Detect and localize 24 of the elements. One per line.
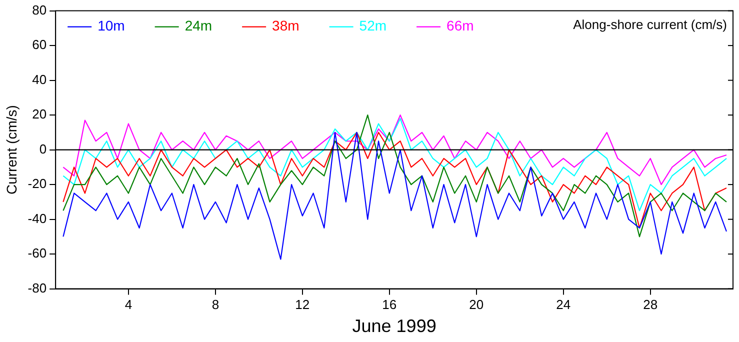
y-tick-label: -40 xyxy=(28,210,47,226)
x-tick-label: 20 xyxy=(469,297,484,312)
x-tick-label: 12 xyxy=(295,297,310,312)
legend-label: 24m xyxy=(184,18,212,34)
legend-label: 38m xyxy=(272,18,300,34)
x-tick-label: 4 xyxy=(124,297,132,312)
y-tick-label: 40 xyxy=(32,72,47,87)
y-axis-title: Current (cm/s) xyxy=(3,105,20,195)
y-tick-label: -20 xyxy=(28,176,47,192)
x-tick-label: 28 xyxy=(643,297,658,312)
x-tick-label: 8 xyxy=(212,297,220,312)
x-axis-title: June 1999 xyxy=(352,316,436,336)
y-tick-label: 80 xyxy=(32,2,47,18)
x-tick-label: 24 xyxy=(556,297,571,312)
y-tick-label: 60 xyxy=(32,37,47,52)
annotation: Along-shore current (cm/s) xyxy=(573,16,727,32)
y-tick-label: 20 xyxy=(32,106,47,122)
legend-label: 66m xyxy=(446,18,474,34)
y-tick-label: -80 xyxy=(28,280,47,296)
y-tick-label: 0 xyxy=(39,141,47,156)
y-tick-label: -60 xyxy=(28,246,47,261)
legend-label: 52m xyxy=(359,18,387,34)
x-tick-label: 16 xyxy=(382,297,397,312)
legend-label: 10m xyxy=(98,18,125,34)
